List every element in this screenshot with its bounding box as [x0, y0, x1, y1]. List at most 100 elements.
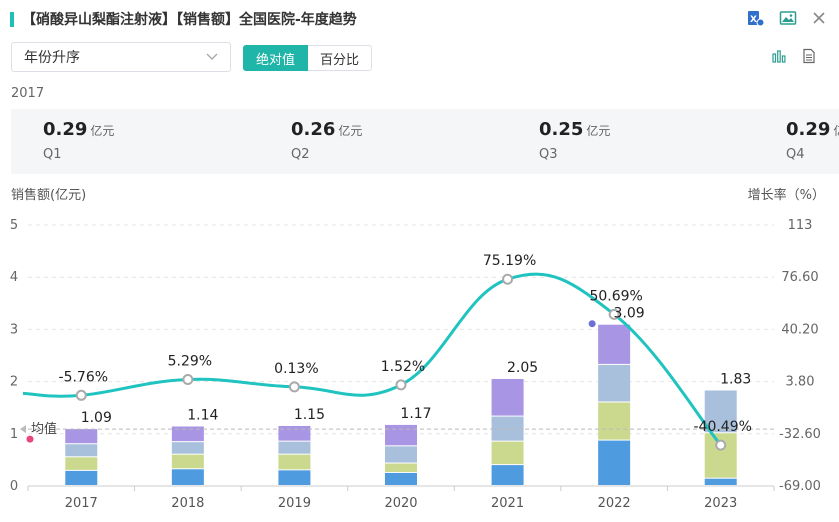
close-icon[interactable] — [811, 10, 827, 30]
image-export-icon[interactable] — [779, 9, 797, 31]
growth-label: 5.29% — [168, 353, 212, 369]
bar-segment — [598, 440, 631, 485]
y-tick-label: 0 — [10, 479, 18, 494]
bar-segment — [598, 324, 631, 364]
bar-segment — [278, 425, 311, 441]
x-tick-label: 2023 — [704, 496, 737, 511]
quarter-name: Q3 — [539, 147, 558, 162]
y-tick-label: 2 — [10, 375, 18, 390]
y2-tick-label: -69.00 — [779, 479, 821, 494]
bar-segment — [65, 470, 98, 485]
y2-tick-label: 3.80 — [786, 375, 815, 390]
quarter-name: Q4 — [786, 147, 805, 162]
svg-text:X: X — [750, 15, 757, 25]
quarter-card: 0.26 亿元 Q2 — [269, 109, 509, 174]
growth-point — [75, 389, 87, 401]
bar-total-label: 1.14 — [187, 407, 218, 423]
quarter-card: 0.29 亿元 Q1 — [21, 109, 261, 174]
bar-total-label: 1.09 — [81, 410, 112, 426]
growth-label: -5.76% — [59, 369, 109, 385]
bar-segment — [598, 402, 631, 440]
bar-total-label: 1.17 — [400, 406, 431, 422]
y2-tick-label: 40.20 — [781, 322, 818, 337]
x-tick-label: 2020 — [384, 496, 417, 511]
bar-segment — [171, 454, 204, 469]
bar-segment — [491, 465, 524, 485]
bar-segment — [171, 442, 204, 454]
title-bar: 【硝酸异山梨酯注射液】【销售额】全国医院-年度趋势 X — [10, 7, 829, 31]
value-mode-toggle: 绝对值 百分比 — [243, 45, 373, 71]
bar-segment — [278, 470, 311, 485]
sales-chart: 销售额(亿元) 增长率（%） 0 1 2 3 4 5 -69.00 -32.60 3.80 40.… — [10, 187, 825, 511]
growth-point — [182, 373, 194, 385]
table-icon[interactable] — [801, 48, 817, 68]
average-dot — [26, 435, 34, 443]
growth-point — [608, 308, 620, 320]
bar-segment — [704, 390, 737, 433]
bar-total-label: 3.09 — [614, 306, 645, 322]
series-dot — [588, 320, 596, 328]
y2-axis-title: 增长率（%） — [748, 187, 825, 203]
bar-segment — [385, 472, 417, 485]
growth-label: 0.13% — [274, 361, 318, 377]
y-tick-label: 3 — [10, 322, 18, 337]
growth-point — [502, 273, 514, 285]
growth-point — [288, 381, 300, 393]
x-tick-label: 2021 — [491, 496, 524, 511]
title-accent-bar — [10, 11, 14, 27]
page-title: 【硝酸异山梨酯注射液】【销售额】全国医院-年度趋势 — [22, 12, 357, 28]
y2-tick-label: -32.60 — [779, 427, 821, 442]
bar-segment — [171, 426, 204, 442]
growth-label: 50.69% — [589, 288, 642, 304]
growth-label: 75.19% — [483, 253, 536, 269]
y-axis-title: 销售额(亿元) — [11, 187, 86, 203]
toolbar: 年份升序 绝对值 百分比 — [11, 42, 829, 74]
bar-segment — [65, 457, 98, 470]
bar-total-label: 1.15 — [294, 407, 325, 423]
x-tick-label: 2019 — [278, 496, 311, 511]
bar-segment — [598, 364, 631, 402]
quarter-card: 0.25 亿元 Q3 — [517, 109, 757, 174]
bar-segment — [171, 469, 204, 485]
y2-tick-label: 113 — [788, 218, 813, 233]
bar-segment — [385, 446, 417, 463]
excel-export-icon[interactable]: X — [747, 9, 765, 31]
bar-segment — [65, 429, 98, 444]
average-label: 均值 — [31, 421, 57, 437]
bar-segment — [65, 444, 98, 457]
chart-area: 销售额(亿元) 增长率（%） 0 1 2 3 4 5 -69.00 -32.60 3.80 40.… — [0, 180, 839, 518]
bar-segment — [278, 454, 311, 470]
y2-tick-label: 76.60 — [781, 270, 818, 285]
summary-year: 2017 — [11, 86, 45, 101]
view-switcher — [771, 48, 817, 68]
absolute-value-button[interactable]: 绝对值 — [243, 45, 309, 71]
x-tick-label: 2022 — [598, 496, 631, 511]
percentage-button[interactable]: 百分比 — [308, 45, 373, 71]
bar-segment — [491, 416, 524, 441]
bar-total-label: 2.05 — [507, 360, 538, 376]
bar-segment — [704, 478, 737, 485]
quarter-value: 0.26 亿元 — [291, 119, 363, 140]
bar-segment — [491, 441, 524, 465]
quarter-name: Q2 — [291, 147, 310, 162]
growth-label: -40.49% — [693, 419, 751, 435]
bar-chart-icon[interactable] — [771, 48, 787, 68]
sort-select[interactable]: 年份升序 — [11, 42, 231, 72]
growth-label: 1.52% — [381, 359, 425, 375]
bar-segment — [385, 463, 417, 472]
sort-select-value: 年份升序 — [24, 50, 80, 66]
bar-segment — [385, 424, 417, 446]
quarter-value: 0.25 亿元 — [539, 119, 611, 140]
title-actions: X — [747, 9, 827, 31]
growth-point — [395, 379, 407, 391]
bar-segment — [491, 378, 524, 416]
y-tick-label: 1 — [10, 427, 18, 442]
quarter-name: Q1 — [43, 147, 62, 162]
chevron-down-icon — [206, 49, 218, 65]
x-tick-label: 2017 — [65, 496, 98, 511]
bar-total-label: 1.83 — [720, 371, 751, 387]
